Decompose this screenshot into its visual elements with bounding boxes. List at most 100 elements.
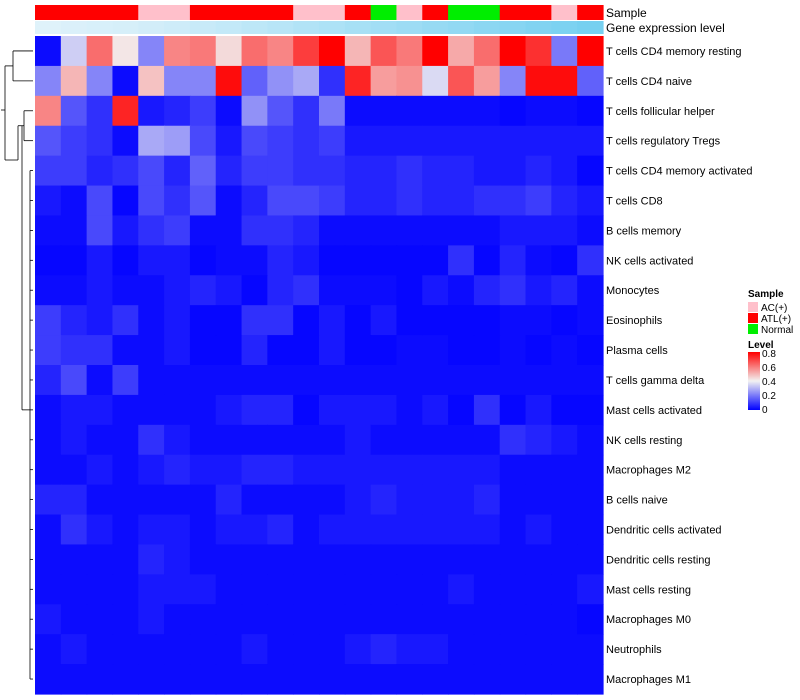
heatmap-cell bbox=[164, 95, 191, 127]
row-label: Mast cells resting bbox=[606, 584, 691, 596]
heatmap-cell bbox=[370, 454, 398, 486]
heatmap-cell bbox=[422, 305, 449, 336]
heatmap-cell bbox=[577, 574, 604, 605]
heatmap-cell bbox=[448, 574, 475, 605]
heatmap-cell bbox=[138, 95, 165, 127]
heatmap-cell bbox=[577, 394, 604, 426]
heatmap-cell bbox=[241, 574, 268, 605]
heatmap-cell bbox=[86, 604, 114, 635]
heatmap-cell bbox=[293, 484, 320, 516]
heatmap-cell bbox=[189, 454, 217, 486]
sample-annotation-cell bbox=[370, 5, 398, 20]
heatmap-cell bbox=[344, 155, 372, 187]
heatmap-cell bbox=[60, 185, 88, 217]
heatmap-cell bbox=[551, 454, 578, 486]
heatmap-cell bbox=[138, 36, 165, 67]
heatmap-cell bbox=[60, 604, 88, 635]
heatmap-cell bbox=[86, 634, 114, 665]
heatmap-cell bbox=[577, 275, 604, 306]
heatmap-cell bbox=[215, 574, 243, 605]
heatmap-cell bbox=[473, 335, 501, 366]
heatmap-cell bbox=[551, 185, 578, 217]
heatmap-cell bbox=[577, 514, 604, 546]
heatmap-cell bbox=[215, 65, 243, 97]
heatmap-cell bbox=[422, 215, 449, 246]
expression-annotation-cell bbox=[215, 21, 243, 34]
heatmap-cell bbox=[35, 514, 62, 546]
row-label: B cells naive bbox=[606, 495, 668, 507]
heatmap-cell bbox=[164, 185, 191, 217]
heatmap-cell bbox=[499, 544, 527, 575]
heatmap-cell bbox=[396, 664, 423, 695]
row-label: T cells gamma delta bbox=[606, 375, 705, 387]
heatmap-cell bbox=[164, 604, 191, 635]
heatmap-cell bbox=[344, 664, 372, 695]
heatmap-cell bbox=[241, 275, 268, 306]
heatmap-cell bbox=[473, 36, 501, 67]
heatmap-cell bbox=[473, 514, 501, 546]
heatmap-cell bbox=[525, 574, 552, 605]
heatmap-cell bbox=[525, 544, 552, 575]
heatmap-cell bbox=[499, 454, 527, 486]
heatmap-cell bbox=[138, 544, 165, 575]
expression-annotation-cell bbox=[551, 21, 578, 34]
heatmap-cell bbox=[35, 215, 62, 246]
heatmap-cell bbox=[319, 275, 346, 306]
heatmap-cell bbox=[112, 335, 139, 366]
heatmap-cell bbox=[344, 544, 372, 575]
heatmap-cell bbox=[241, 125, 268, 157]
heatmap-cell bbox=[112, 514, 139, 546]
heatmap-cell bbox=[525, 65, 552, 97]
heatmap-cell bbox=[86, 484, 114, 516]
heatmap-cell bbox=[448, 65, 475, 97]
heatmap-cell bbox=[35, 185, 62, 217]
heatmap-cell bbox=[86, 335, 114, 366]
row-label: Monocytes bbox=[606, 285, 660, 297]
heatmap-cell bbox=[267, 215, 294, 246]
heatmap-cell bbox=[448, 664, 475, 695]
heatmap-cell bbox=[473, 245, 501, 276]
sample-annotation-cell bbox=[448, 5, 475, 20]
heatmap-cell bbox=[138, 365, 165, 396]
heatmap-cell bbox=[267, 125, 294, 157]
heatmap-cell bbox=[396, 514, 423, 546]
sample-annotation-cell bbox=[267, 5, 294, 20]
heatmap-cell bbox=[35, 604, 62, 635]
heatmap-cell bbox=[112, 484, 139, 516]
heatmap-cell bbox=[448, 544, 475, 575]
heatmap-cell bbox=[267, 36, 294, 67]
heatmap-cell bbox=[164, 275, 191, 306]
heatmap-cell bbox=[241, 604, 268, 635]
heatmap-cell bbox=[319, 454, 346, 486]
row-dendrogram bbox=[1, 50, 33, 680]
legend-swatch-ac bbox=[748, 302, 758, 312]
heatmap-cell bbox=[396, 574, 423, 605]
heatmap-cell bbox=[112, 634, 139, 665]
heatmap-cell bbox=[35, 394, 62, 426]
heatmap-cell bbox=[60, 365, 88, 396]
heatmap-cell bbox=[86, 275, 114, 306]
heatmap-cell bbox=[293, 65, 320, 97]
heatmap-cell bbox=[241, 245, 268, 276]
heatmap-cell bbox=[525, 664, 552, 695]
heatmap-cell bbox=[60, 544, 88, 575]
heatmap-cell bbox=[499, 604, 527, 635]
heatmap-cell bbox=[344, 245, 372, 276]
heatmap-cell bbox=[267, 185, 294, 217]
heatmap-cell bbox=[241, 36, 268, 67]
heatmap-cell bbox=[189, 634, 217, 665]
heatmap-cell bbox=[241, 335, 268, 366]
heatmap-cell bbox=[396, 544, 423, 575]
heatmap-cell bbox=[267, 604, 294, 635]
heatmap-cell bbox=[215, 424, 243, 456]
heatmap-cell bbox=[525, 125, 552, 157]
heatmap-cell bbox=[551, 484, 578, 516]
heatmap-cell bbox=[551, 544, 578, 575]
heatmap-cell bbox=[112, 574, 139, 605]
heatmap-cell bbox=[189, 335, 217, 366]
expression-annotation-cell bbox=[86, 21, 114, 34]
legend-label-atl: ATL(+) bbox=[761, 314, 791, 325]
expression-annotation-cell bbox=[577, 21, 604, 34]
expression-annotation-cell bbox=[370, 21, 398, 34]
heatmap-cell bbox=[344, 65, 372, 97]
